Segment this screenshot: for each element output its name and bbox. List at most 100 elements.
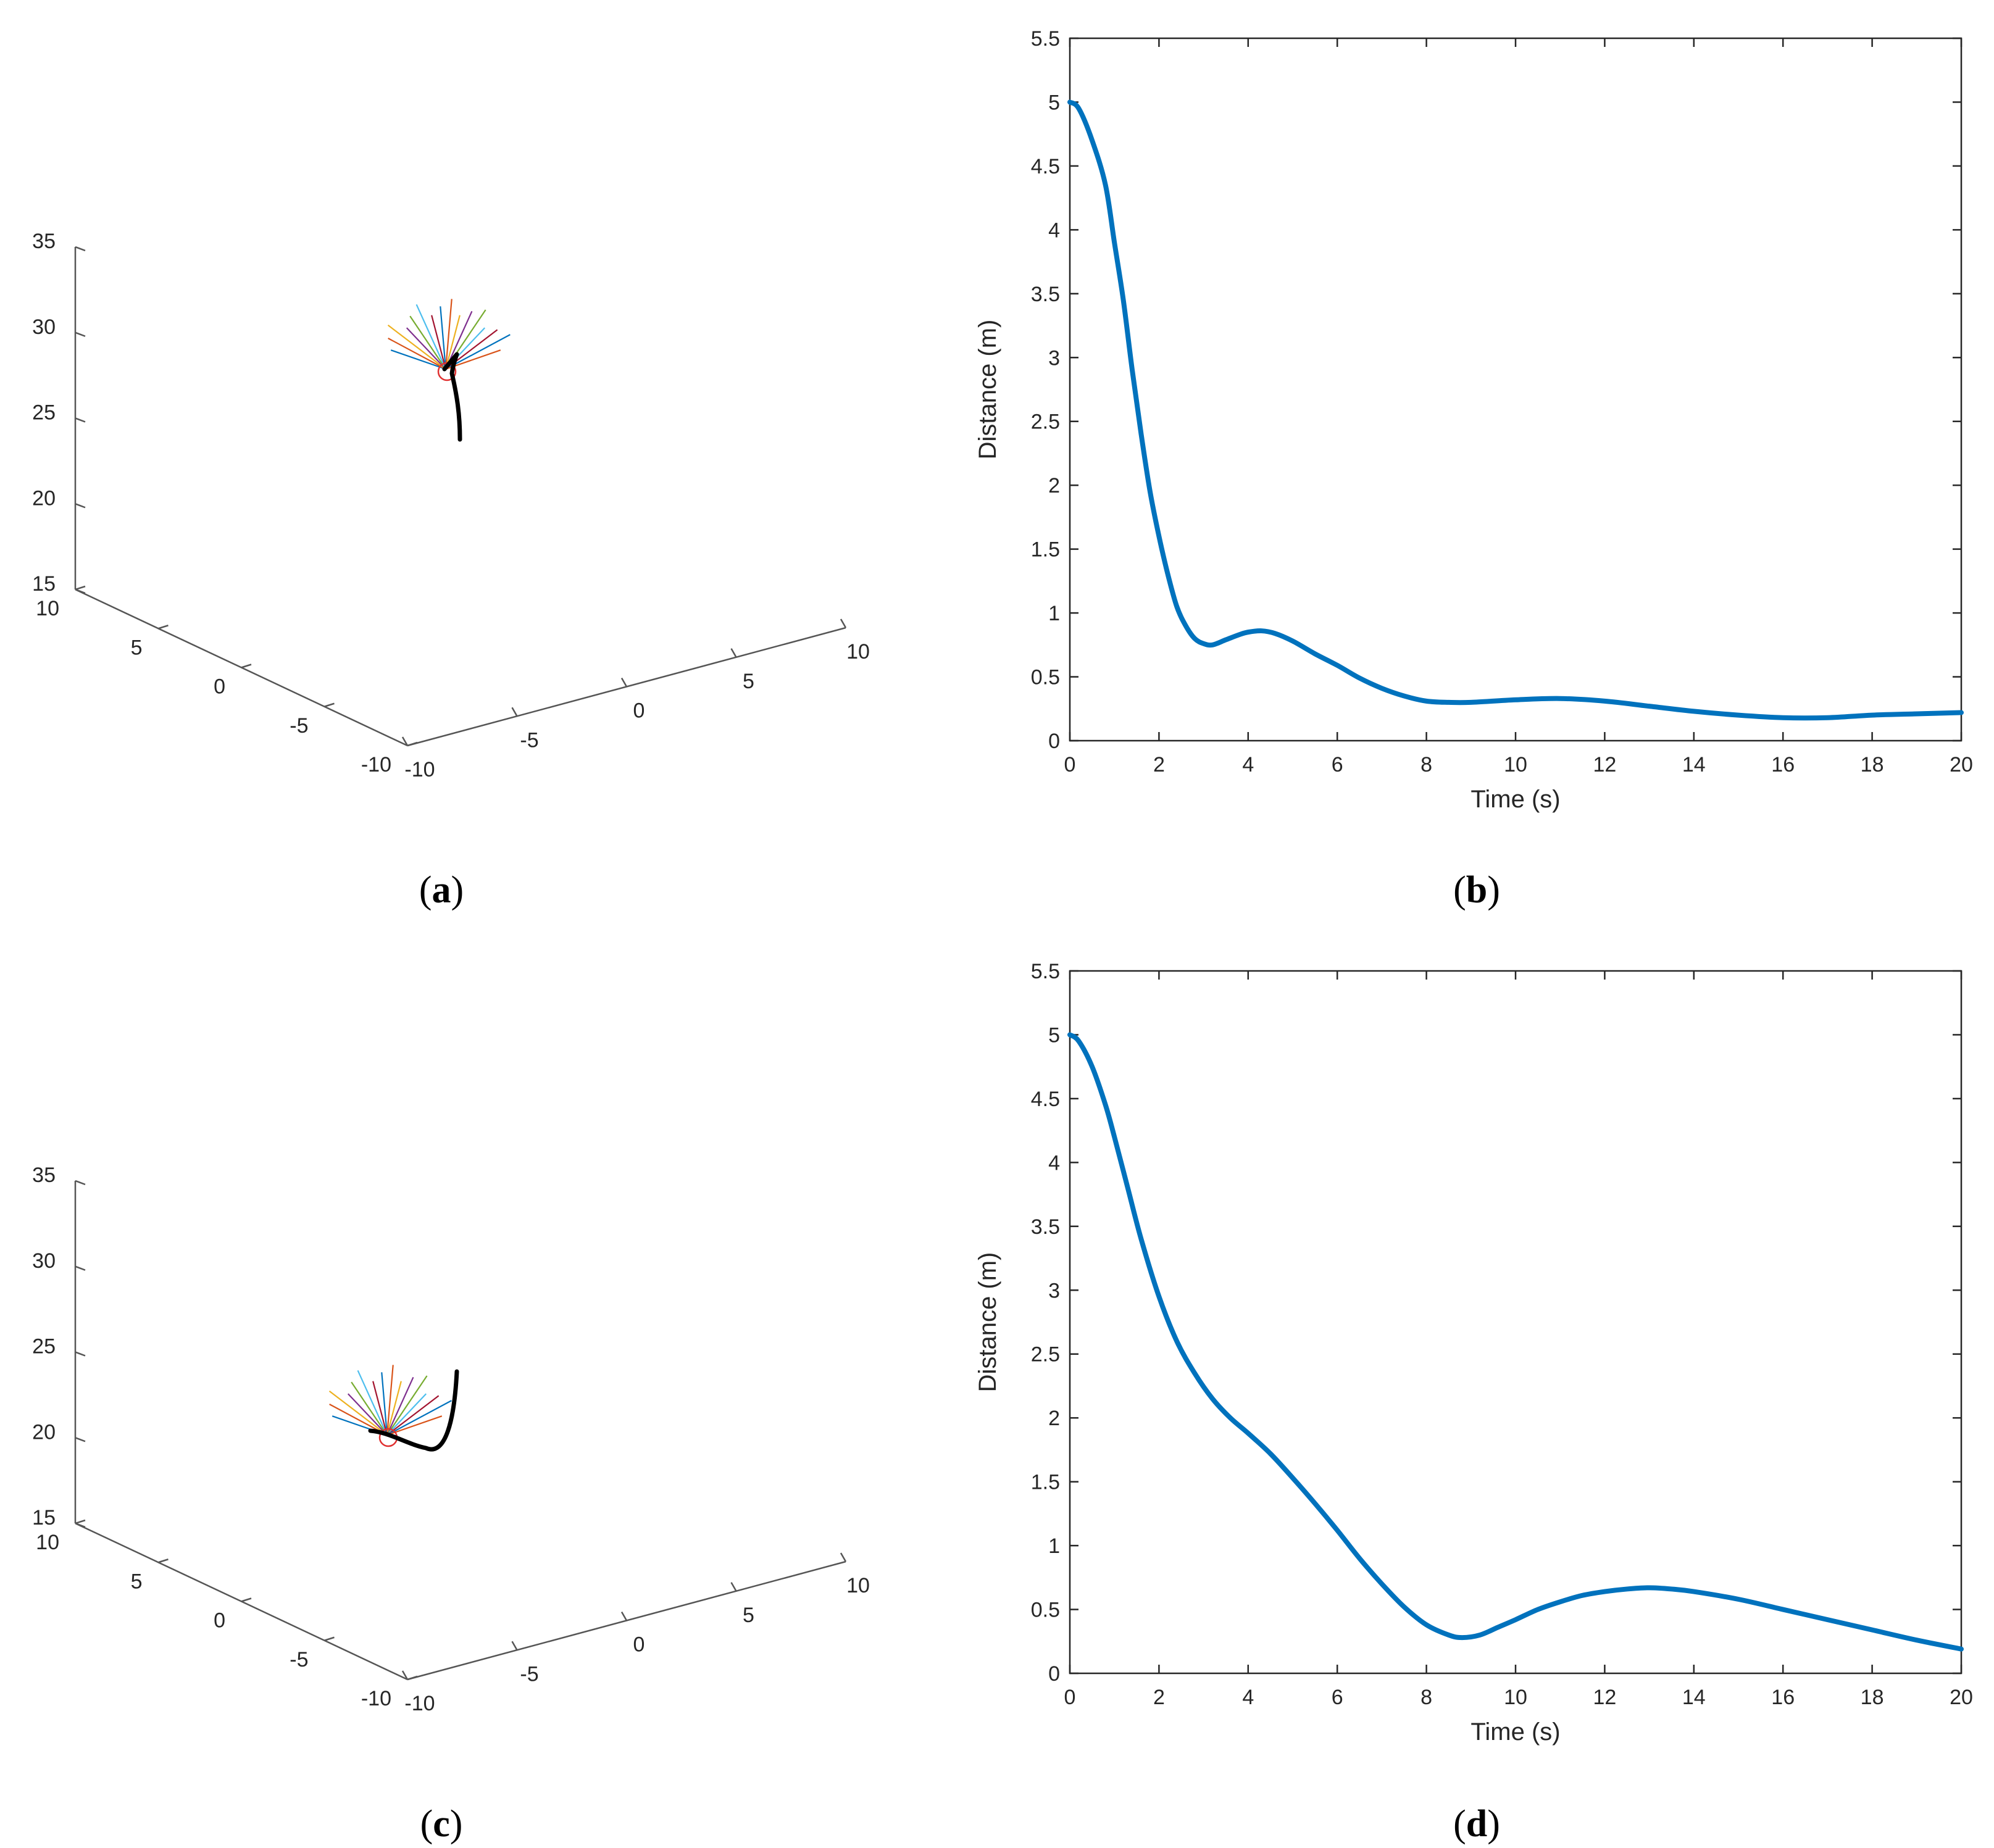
x-tick-label: 18 (1861, 1686, 1884, 1709)
trajectory-line (442, 352, 462, 442)
fan-ray (444, 315, 461, 370)
x-tick-label: 16 (1771, 1686, 1795, 1709)
z-tick-label: 20 (32, 486, 56, 510)
fan-ray (388, 338, 446, 370)
fan-ray (409, 315, 446, 370)
fan-ray (415, 304, 447, 370)
fan-ray (387, 324, 446, 370)
fan-ray (445, 334, 511, 370)
x-tick-mark (407, 741, 418, 747)
y-tick-label: 4 (1048, 1151, 1060, 1175)
x-tick-label: 5 (131, 1570, 143, 1593)
x-tick-label: 0 (214, 675, 225, 699)
y-tick-label: -5 (520, 728, 538, 752)
z-tick-label: 25 (32, 401, 56, 425)
x-tick-label: 14 (1682, 1686, 1706, 1709)
x-tick-label: 10 (1504, 1686, 1527, 1709)
y-axis-label: Distance (m) (974, 1252, 1001, 1392)
y-tick-label: 5.5 (1031, 27, 1060, 51)
fan-ray (381, 1372, 388, 1436)
y-tick-label: 0 (1048, 1662, 1060, 1686)
caption-a: (a) (419, 869, 464, 911)
fan-ray (347, 1393, 388, 1436)
y-tick-label: 4.5 (1031, 1088, 1060, 1111)
x-tick-label: 12 (1593, 753, 1616, 776)
fan-ray (431, 315, 447, 370)
x-tick-label: 16 (1771, 753, 1795, 776)
y-tick-label: 3.5 (1031, 1215, 1060, 1239)
y-tick-mark (840, 618, 847, 628)
z-tick-label: 30 (32, 1249, 56, 1273)
x-tick-mark (324, 702, 335, 707)
fan-ray (328, 1390, 388, 1436)
fan-ray (386, 1415, 443, 1436)
z-tick-label: 25 (32, 1335, 56, 1359)
series-line (1067, 1032, 1964, 1652)
fan-ray (351, 1381, 388, 1436)
y-tick-label: 2.5 (1031, 410, 1060, 434)
y-tick-mark (511, 707, 518, 717)
x-tick-label: 2 (1153, 1686, 1165, 1709)
x-tick-mark (324, 1636, 335, 1641)
x-tick-label: 20 (1950, 753, 1973, 776)
z-tick-label: 15 (32, 1506, 56, 1530)
fan-ray (357, 1370, 388, 1436)
direction-fan (387, 299, 511, 370)
z-tick-mark (75, 588, 86, 594)
x-tick-mark (75, 585, 86, 591)
x-tick-label: 0 (214, 1609, 225, 1633)
fan-ray (386, 1393, 427, 1436)
x-tick-label: 10 (1504, 753, 1527, 776)
caption-c: (c) (420, 1803, 463, 1845)
y-tick-label: 2.5 (1031, 1343, 1060, 1367)
z-tick-label: 35 (32, 1163, 56, 1187)
y-tick-mark (620, 1611, 628, 1621)
y-tick-label: 1 (1048, 1534, 1060, 1558)
y-tick-label: 1.5 (1031, 538, 1060, 562)
y-tick-label: 0 (633, 699, 645, 723)
x-tick-label: 20 (1950, 1686, 1973, 1709)
z-tick-label: 35 (32, 230, 56, 253)
x-tick-label: 8 (1420, 1686, 1432, 1709)
y-tick-label: -5 (520, 1662, 538, 1686)
y-tick-label: 0 (1048, 730, 1060, 753)
y-tick-mark (620, 677, 628, 688)
y-tick-mark (730, 1582, 737, 1592)
fan-ray (386, 1365, 394, 1436)
x-tick-label: 0 (1064, 1686, 1076, 1709)
x-tick-mark (75, 1519, 86, 1525)
fan-ray (372, 1381, 388, 1436)
caption-d: (d) (1453, 1803, 1500, 1845)
fan-ray (444, 299, 453, 370)
z-tick-mark (75, 246, 86, 252)
y-tick-label: 3 (1048, 1279, 1060, 1302)
y-tick-label: 2 (1048, 474, 1060, 497)
x-tick-label: 2 (1153, 753, 1165, 776)
fan-ray (386, 1395, 440, 1436)
y-tick-label: 10 (846, 1574, 870, 1597)
x-tick-label: 5 (131, 636, 143, 659)
x-tick-mark (407, 1675, 418, 1681)
y-tick-label: 4 (1048, 219, 1060, 242)
x-tick-label: 18 (1861, 753, 1884, 776)
y-tick-label: 1 (1048, 602, 1060, 625)
fan-ray (386, 1381, 402, 1436)
fan-ray (440, 306, 447, 370)
caption-b: (b) (1453, 869, 1500, 911)
z-tick-mark (75, 1522, 86, 1528)
y-tick-label: -10 (404, 1692, 435, 1715)
y-tick-label: 5 (743, 670, 754, 693)
x-tick-label: -5 (290, 1648, 308, 1671)
z-tick-label: 20 (32, 1420, 56, 1444)
y-tick-label: 0 (633, 1633, 645, 1657)
y-tick-mark (730, 648, 737, 658)
x-tick-mark (158, 1559, 169, 1563)
panel-d-line-chart: 0 2 4 6 8 10 12 14 16 18 20 0 0.5 1 1.5 2 2.5 3 3.5 4 4.5 5 5.… (974, 960, 1973, 1746)
x-axis-label: Time (s) (1470, 786, 1560, 813)
z-tick-mark (75, 1265, 86, 1271)
z-tick-mark (75, 1180, 86, 1186)
fan-ray (406, 327, 446, 370)
fan-ray (386, 1376, 414, 1436)
z-tick-label: 15 (32, 572, 56, 596)
